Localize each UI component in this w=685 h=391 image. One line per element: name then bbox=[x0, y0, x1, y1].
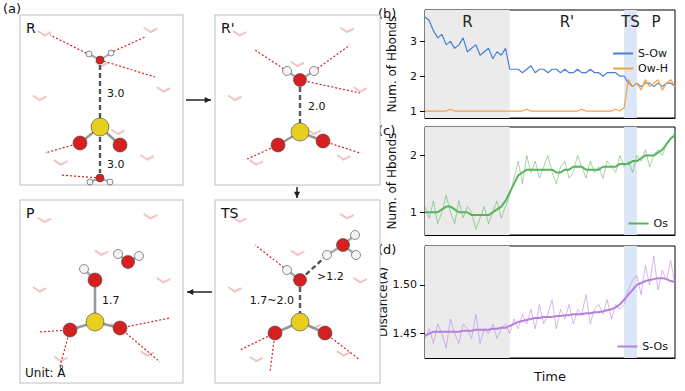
svg-text:1.50: 1.50 bbox=[393, 278, 418, 291]
svg-text:R': R' bbox=[560, 13, 575, 31]
svg-text:Os: Os bbox=[654, 217, 669, 230]
svg-text:R': R' bbox=[221, 20, 235, 36]
svg-text:Time: Time bbox=[533, 369, 566, 384]
svg-text:R: R bbox=[26, 20, 36, 36]
svg-text:R: R bbox=[462, 13, 472, 31]
svg-text:Unit: Å: Unit: Å bbox=[25, 365, 66, 380]
svg-text:(c): (c) bbox=[378, 123, 396, 138]
svg-text:(a): (a) bbox=[3, 1, 21, 16]
svg-text:Num. of Hbonds: Num. of Hbonds bbox=[385, 133, 399, 230]
svg-text:(b): (b) bbox=[378, 6, 397, 21]
svg-text:S-Os: S-Os bbox=[642, 340, 668, 353]
svg-text:3: 3 bbox=[410, 35, 417, 48]
svg-text:S-Ow: S-Ow bbox=[638, 47, 667, 60]
svg-text:P: P bbox=[26, 205, 34, 221]
svg-text:>1.2: >1.2 bbox=[317, 270, 344, 283]
svg-text:Ow-H: Ow-H bbox=[638, 62, 668, 75]
svg-text:2.0: 2.0 bbox=[308, 100, 326, 113]
svg-text:3.0: 3.0 bbox=[107, 158, 125, 171]
svg-text:1.7: 1.7 bbox=[102, 294, 120, 307]
svg-text:P: P bbox=[651, 13, 660, 31]
svg-text:2: 2 bbox=[410, 149, 417, 162]
svg-text:2: 2 bbox=[410, 70, 417, 83]
svg-text:1: 1 bbox=[410, 105, 417, 118]
svg-text:Distance(Å): Distance(Å) bbox=[375, 267, 390, 337]
svg-text:Num. of Hbonds: Num. of Hbonds bbox=[385, 16, 399, 113]
svg-text:1.45: 1.45 bbox=[393, 327, 418, 340]
svg-text:3.0: 3.0 bbox=[107, 87, 125, 100]
svg-text:TS: TS bbox=[620, 13, 640, 31]
svg-text:1: 1 bbox=[410, 206, 417, 219]
svg-text:1.7~2.0: 1.7~2.0 bbox=[250, 294, 294, 307]
svg-text:TS: TS bbox=[220, 205, 239, 221]
svg-text:(d): (d) bbox=[378, 242, 396, 257]
